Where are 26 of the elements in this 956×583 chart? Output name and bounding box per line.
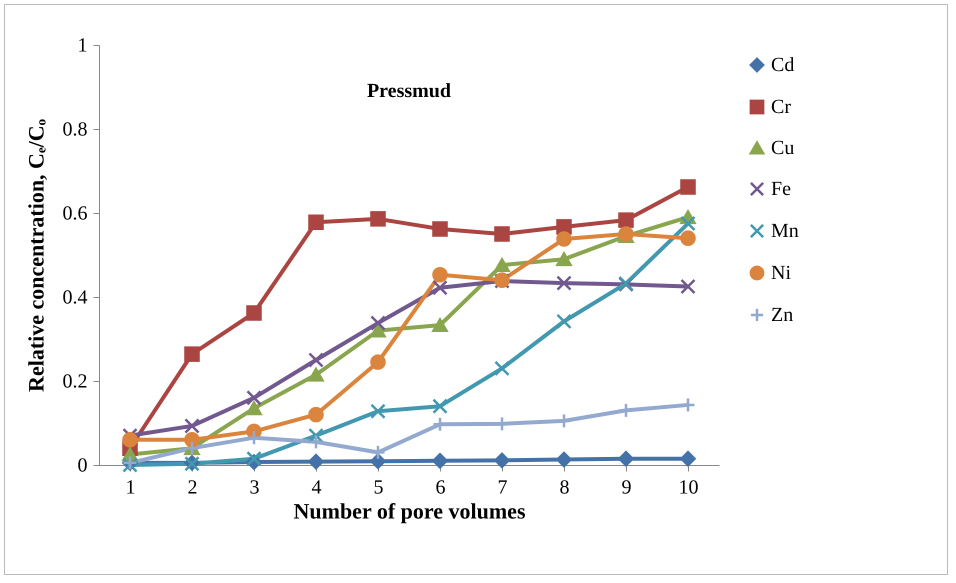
x-tick-label: 2: [188, 476, 198, 498]
x-tick-label: 8: [560, 476, 570, 498]
y-tick-label: 0.4: [62, 286, 88, 308]
x-tick-label: 5: [374, 476, 384, 498]
legend-label: Cu: [771, 137, 794, 159]
x-tick-label: 9: [622, 476, 632, 498]
legend-label: Cd: [771, 54, 794, 76]
y-tick-label: 0.6: [62, 202, 88, 224]
y-axis-title: Relative concentration, Cₑ/Cₒ: [24, 119, 48, 392]
y-tick-label: 0.8: [62, 118, 88, 140]
legend-label: Cr: [771, 96, 792, 118]
legend-label: Ni: [771, 262, 792, 284]
y-tick-label: 0: [78, 454, 88, 476]
x-tick-label: 3: [250, 476, 260, 498]
y-tick-label: 1: [78, 34, 88, 56]
legend-label: Fe: [771, 178, 792, 200]
legend-label: Zn: [771, 304, 794, 326]
x-tick-label: 4: [312, 476, 322, 498]
x-tick-label: 1: [126, 476, 136, 498]
legend-label: Mn: [771, 220, 799, 242]
text: Pressmud: [366, 80, 452, 102]
y-tick-label: 0.2: [62, 370, 88, 392]
x-tick-label: 6: [436, 476, 446, 498]
x-axis-title: Number of pore volumes: [293, 498, 526, 524]
x-tick-label: 10: [678, 476, 698, 498]
x-tick-label: 7: [498, 476, 508, 498]
